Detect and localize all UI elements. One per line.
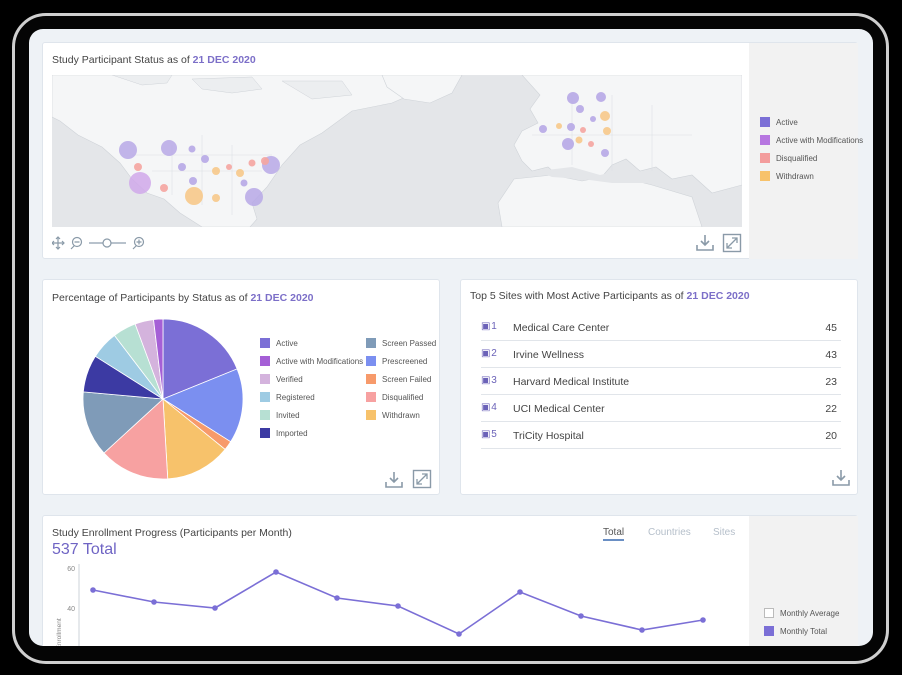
tab-countries[interactable]: Countries	[648, 527, 691, 538]
hospital-icon: ▣ 4	[481, 402, 497, 413]
site-row[interactable]: ▣ 4 UCI Medical Center 22	[481, 395, 841, 422]
hospital-icon: ▣ 1	[481, 321, 497, 332]
map-card-title: Study Participant Status as of 21 DEC 20…	[52, 54, 256, 66]
enroll-card-title: Study Enrollment Progress (Participants …	[52, 527, 292, 539]
pie-slice-1	[162, 368, 244, 443]
site-row[interactable]: ▣ 2 Irvine Wellness 43	[481, 341, 841, 368]
line-point-5	[395, 603, 401, 609]
pie-card-title: Percentage of Participants by Status as …	[52, 292, 314, 304]
pie-legend-active[interactable]: Active	[260, 334, 363, 352]
y-tick-label: 40	[67, 606, 75, 613]
pie-legend-left: Active Active with Modifications Verifie…	[260, 334, 363, 442]
map-legend-item-withdrawn[interactable]: Withdrawn	[760, 167, 863, 185]
pie-legend-registered[interactable]: Registered	[260, 388, 363, 406]
enrollment-card: Study Enrollment Progress (Participants …	[42, 515, 858, 646]
site-row[interactable]: ▣ 1 Medical Care Center 45	[481, 314, 841, 341]
line-point-6	[456, 631, 462, 637]
top-sites-card-title: Top 5 Sites with Most Active Participant…	[470, 290, 750, 302]
pie-slice-4	[103, 398, 169, 480]
line-point-4	[334, 595, 340, 601]
site-row[interactable]: ▣ 3 Harvard Medical Institute 23	[481, 368, 841, 395]
y-tick-label: 60	[67, 566, 75, 573]
map-legend-item-disqualified[interactable]: Disqualified	[760, 149, 863, 167]
hospital-icon: ▣ 3	[481, 375, 497, 386]
line-point-7	[517, 589, 523, 595]
map-zoom-controls	[52, 236, 145, 250]
map-bubbles	[119, 92, 611, 206]
pie-legend-screen-passed[interactable]: Screen Passed	[366, 334, 436, 352]
map-legend: Active Active with Modifications Disqual…	[760, 113, 863, 185]
line-point-0	[90, 587, 96, 593]
tab-sites[interactable]: Sites	[713, 527, 736, 538]
zoom-slider-handle[interactable]	[102, 238, 112, 248]
pie-download-icon[interactable]	[384, 470, 404, 490]
pie-legend-invited[interactable]: Invited	[260, 406, 363, 424]
pie-slice-3	[162, 398, 226, 480]
line-point-9	[639, 627, 645, 633]
pie-legend-withdrawn[interactable]: Withdrawn	[366, 406, 436, 424]
line-point-8	[578, 613, 584, 619]
enroll-legend-monthly-average[interactable]: Monthly Average	[764, 604, 839, 622]
pie-slice-5	[82, 391, 164, 454]
zoom-out-icon[interactable]	[70, 236, 83, 250]
enroll-legend-monthly-total[interactable]: Monthly Total	[764, 622, 839, 640]
pan-icon[interactable]	[52, 236, 65, 250]
line-point-10	[700, 617, 706, 623]
map-expand-icon[interactable]	[722, 233, 742, 253]
pie-expand-icon[interactable]	[412, 469, 432, 489]
dashboard-screen: Study Participant Status as of 21 DEC 20…	[29, 29, 873, 646]
line-point-1	[151, 599, 157, 605]
pie-legend-imported[interactable]: Imported	[260, 424, 363, 442]
line-point-3	[273, 569, 279, 575]
line-point-2	[212, 605, 218, 611]
status-pie-chart[interactable]	[81, 317, 245, 481]
pie-legend-right: Screen Passed Prescreened Screen Failed …	[366, 334, 436, 424]
sites-download-icon[interactable]	[831, 468, 851, 488]
pie-legend-prescreened[interactable]: Prescreened	[366, 352, 436, 370]
enroll-legend: Monthly Average Monthly Total	[764, 604, 839, 640]
pie-legend-screen-failed[interactable]: Screen Failed	[366, 370, 436, 388]
map-legend-panel	[749, 43, 858, 259]
map-download-icon[interactable]	[695, 233, 715, 253]
enrollment-line-chart[interactable]: 604020Monthly Enrollment	[43, 556, 743, 646]
hospital-icon: ▣ 5	[481, 429, 497, 440]
tab-total[interactable]: Total	[603, 527, 625, 541]
pie-legend-disqualified[interactable]: Disqualified	[366, 388, 436, 406]
map-card: Study Participant Status as of 21 DEC 20…	[42, 42, 863, 259]
pie-slice-0	[162, 318, 238, 400]
monthly-total-line	[92, 571, 704, 635]
world-map[interactable]	[52, 75, 742, 227]
site-row[interactable]: ▣ 5 TriCity Hospital 20	[481, 422, 841, 449]
pie-legend-verified[interactable]: Verified	[260, 370, 363, 388]
pie-legend-active-mod[interactable]: Active with Modifications	[260, 352, 363, 370]
zoom-in-icon[interactable]	[132, 236, 145, 250]
enroll-legend-panel	[749, 516, 858, 646]
hospital-icon: ▣ 2	[481, 348, 497, 359]
enroll-total: 537 Total	[52, 541, 117, 558]
map-legend-item-active-mod[interactable]: Active with Modifications	[760, 131, 863, 149]
pie-slice-10	[153, 318, 164, 400]
y-axis-label: Monthly Enrollment	[56, 618, 63, 646]
pie-card: Percentage of Participants by Status as …	[42, 279, 440, 495]
top-sites-card: Top 5 Sites with Most Active Participant…	[460, 279, 858, 495]
map-legend-item-active[interactable]: Active	[760, 113, 863, 131]
